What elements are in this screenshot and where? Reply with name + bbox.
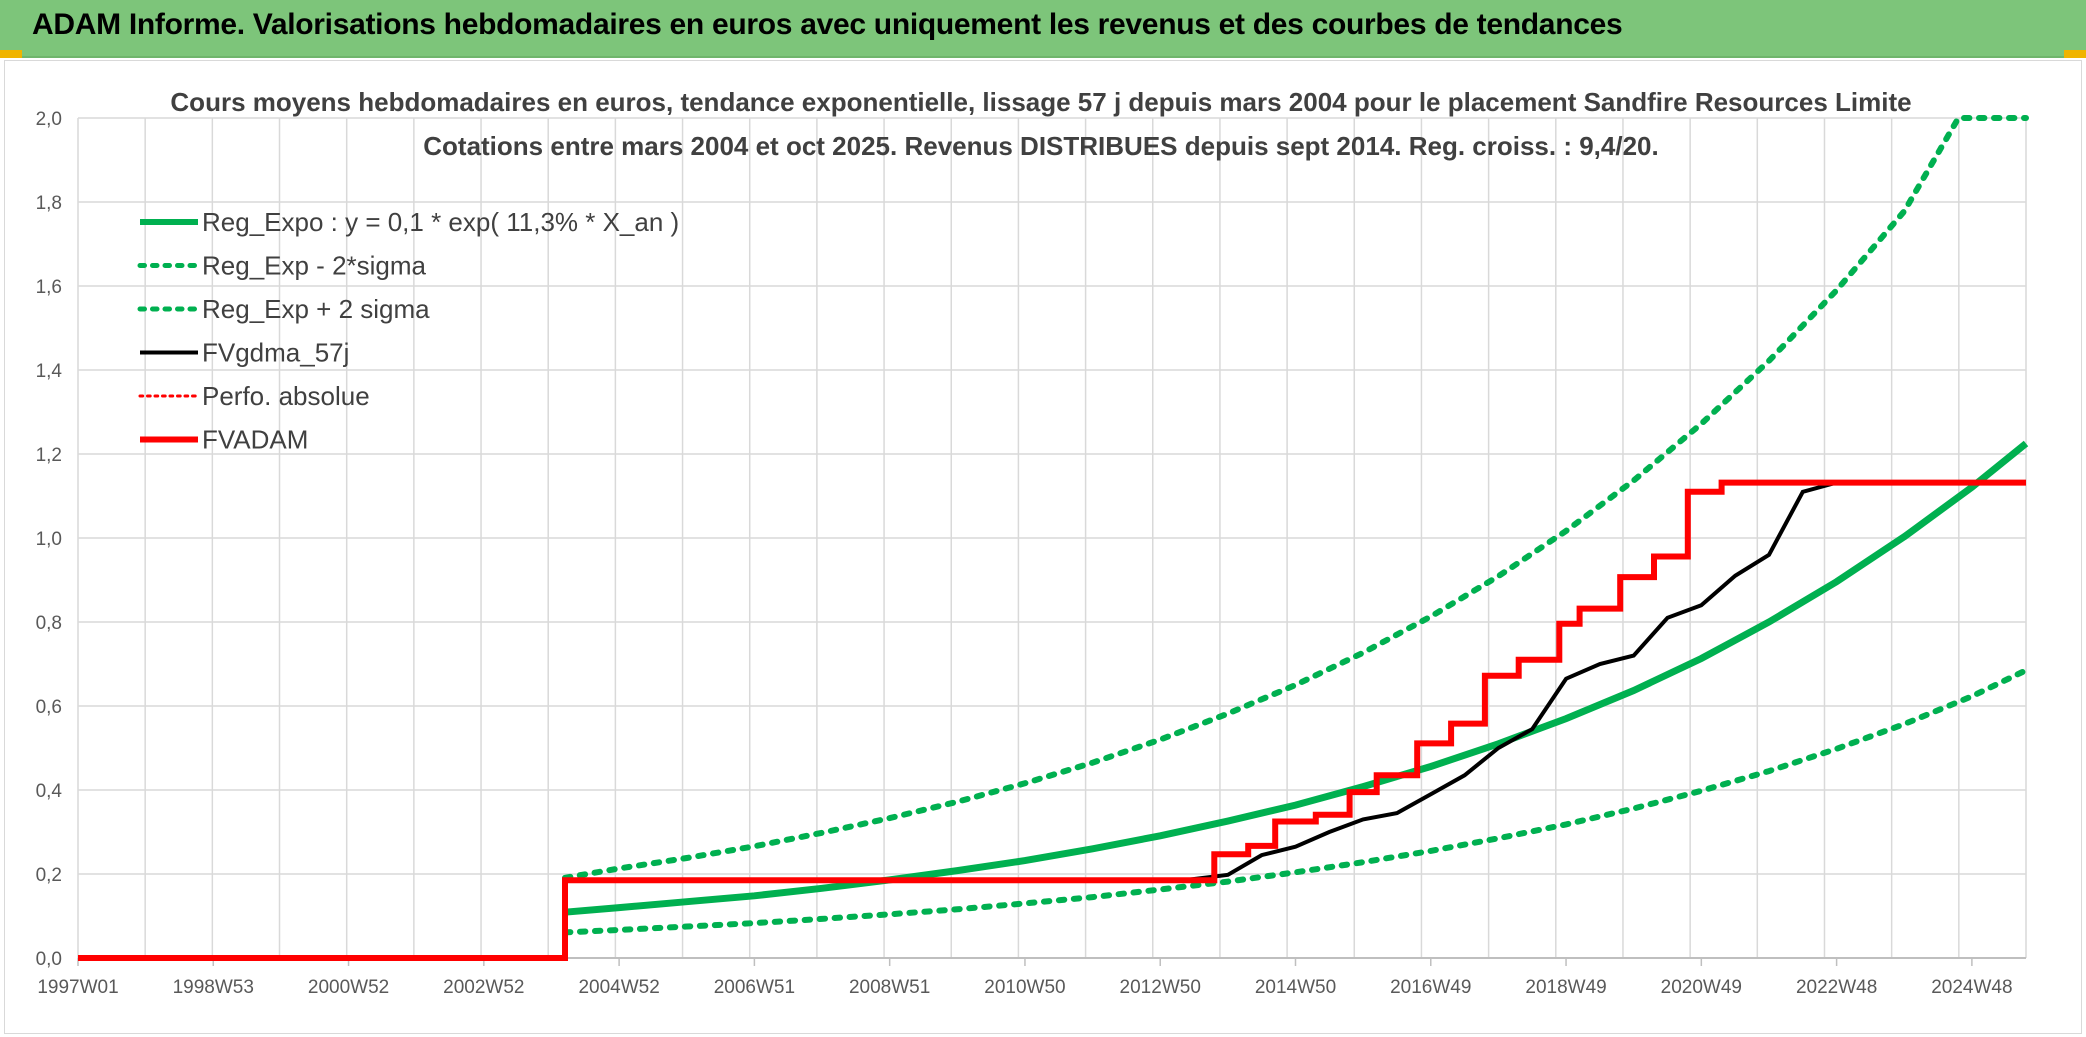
y-tick-label: 1,4: [36, 361, 63, 382]
legend-label: Reg_Exp - 2*sigma: [202, 251, 427, 281]
series-line-2: [562, 667, 2029, 936]
chart-title-block: Cours moyens hebdomadaires en euros, ten…: [170, 87, 1911, 161]
chart-legend: Reg_Expo : y = 0,1 * exp( 11,3% * X_an )…: [137, 207, 679, 455]
x-tick-label: 2020W49: [1661, 977, 1742, 998]
y-tick-label: 2,0: [36, 109, 62, 130]
x-tick-label: 2008W51: [849, 977, 930, 998]
left-corner-marker: [0, 50, 22, 58]
x-tick-label: 2018W49: [1525, 977, 1606, 998]
x-tick-label: 2000W52: [308, 977, 389, 998]
x-tick-label: 2010W50: [984, 977, 1065, 998]
right-corner-marker: [2064, 50, 2086, 58]
y-tick-label: 1,0: [36, 529, 62, 550]
y-tick-label: 0,4: [36, 781, 63, 802]
legend-label: FVADAM: [202, 425, 308, 455]
y-tick-label: 1,2: [36, 445, 62, 466]
x-tick-label: 2006W51: [714, 977, 795, 998]
chart-series: [78, 115, 2029, 961]
legend-label: FVgdma_57j: [202, 338, 349, 368]
chart-title-line-1: Cours moyens hebdomadaires en euros, ten…: [170, 87, 1911, 117]
series-line-4: [78, 480, 2026, 960]
x-tick-label: 1997W01: [37, 977, 118, 998]
y-tick-label: 0,8: [36, 613, 62, 634]
x-tick-label: 2002W52: [443, 977, 524, 998]
y-tick-label: 0,0: [36, 949, 62, 970]
y-tick-label: 1,8: [36, 193, 62, 214]
series-line-5: [78, 479, 2026, 961]
series-line-1: [564, 440, 2029, 916]
x-axis-ticks: 1997W01 1998W53 2000W52 2002W52 2004W52 2006W…: [37, 958, 2013, 998]
legend-label: Perfo. absolue: [202, 381, 370, 411]
x-tick-label: 2004W52: [578, 977, 659, 998]
x-tick-label: 2016W49: [1390, 977, 1471, 998]
legend-label: Reg_Expo : y = 0,1 * exp( 11,3% * X_an ): [202, 207, 679, 237]
series-line-3: [562, 115, 2029, 881]
x-tick-label: 2014W50: [1255, 977, 1336, 998]
chart-frame: [4, 60, 2082, 1034]
legend-label: Reg_Exp + 2 sigma: [202, 294, 430, 324]
y-tick-label: 0,2: [36, 865, 62, 886]
report-title: ADAM Informe. Valorisations hebdomadaire…: [32, 8, 1623, 41]
report-banner: ADAM Informe. Valorisations hebdomadaire…: [0, 0, 2086, 58]
x-tick-label: 2024W48: [1931, 977, 2012, 998]
chart-title-line-2: Cotations entre mars 2004 et oct 2025. R…: [423, 131, 1658, 161]
chart-grid: [77, 117, 2027, 959]
y-axis-ticks: 0,0 0,2 0,4 0,6 0,8 1,0 1,2 1,4 1,6 1,8 2,0: [36, 109, 63, 970]
x-tick-label: 1998W53: [173, 977, 254, 998]
x-tick-label: 2012W50: [1120, 977, 1201, 998]
y-tick-label: 1,6: [36, 277, 62, 298]
x-tick-label: 2022W48: [1796, 977, 1877, 998]
y-tick-label: 0,6: [36, 697, 62, 718]
